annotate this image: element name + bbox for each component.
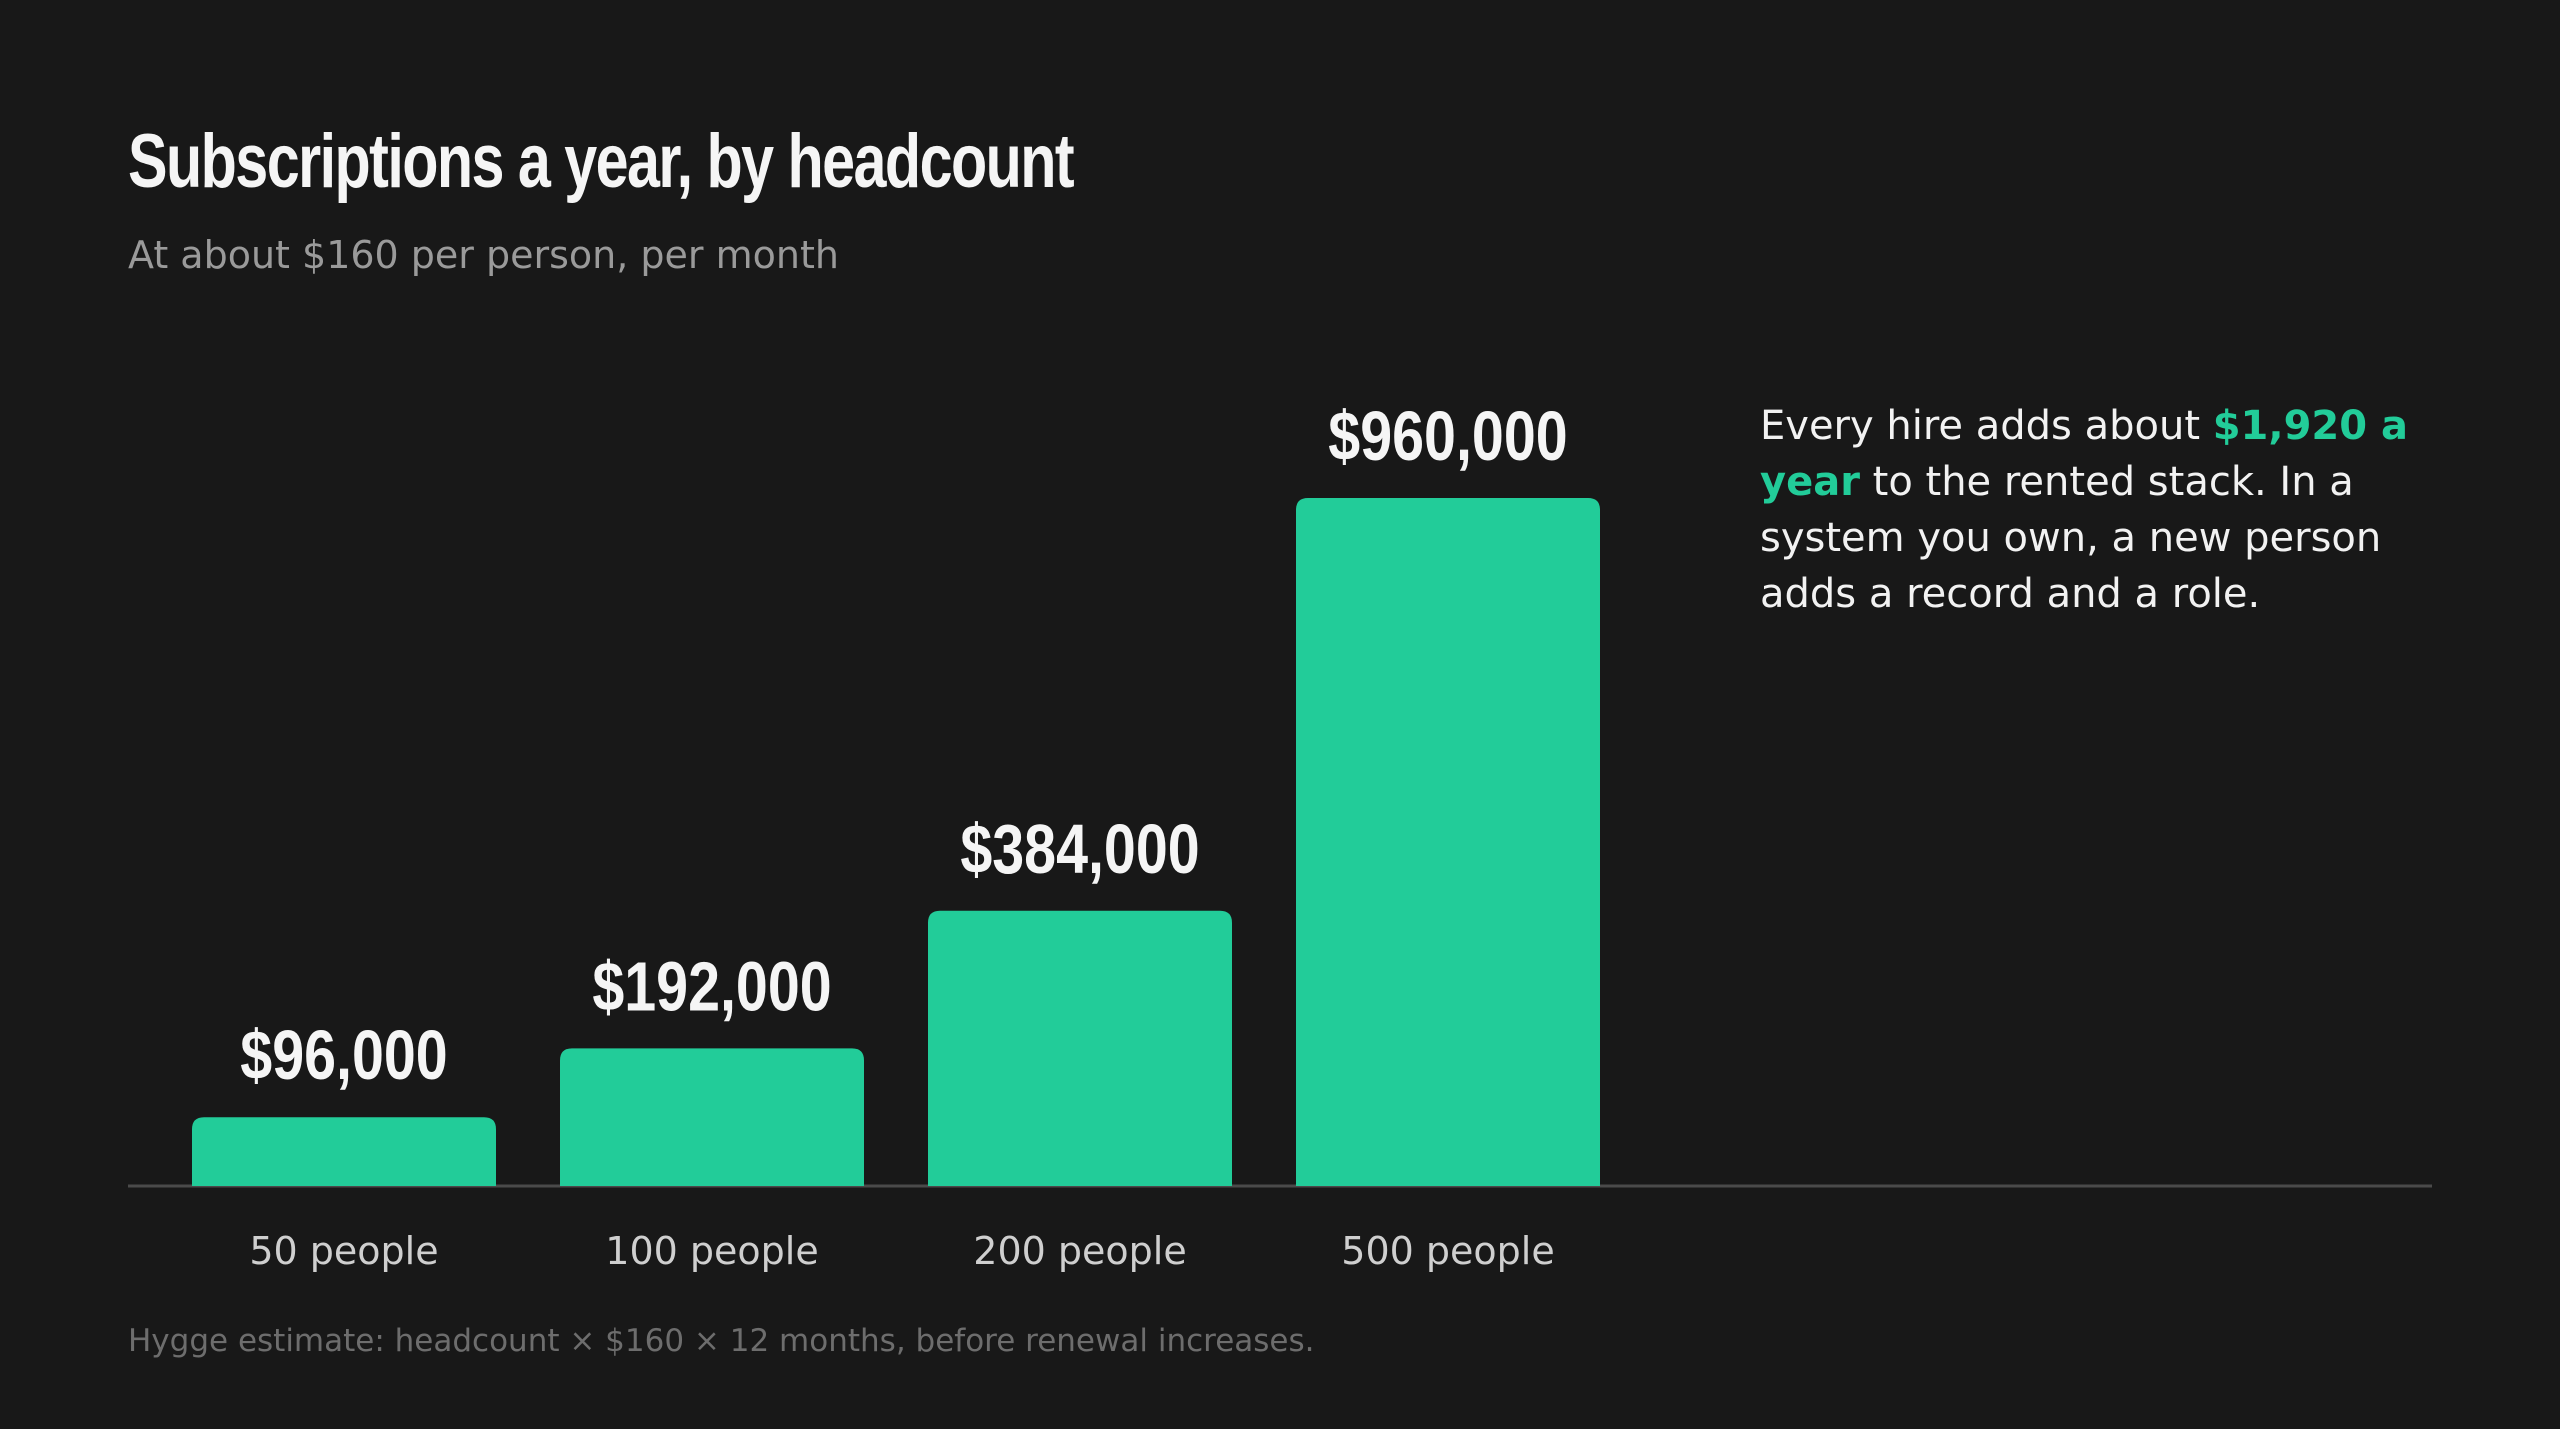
bar-value-label: $960,000 bbox=[1328, 397, 1567, 476]
x-tick-label: 50 people bbox=[249, 1229, 438, 1273]
insight-note: Every hire adds about $1,920 a year to t… bbox=[1760, 398, 2440, 622]
bar-value-label: $192,000 bbox=[592, 947, 831, 1026]
chart-subtitle: At about $160 per person, per month bbox=[128, 233, 839, 277]
note-text-before: Every hire adds about bbox=[1760, 403, 2213, 449]
bar bbox=[1296, 498, 1600, 1186]
bar bbox=[192, 1117, 496, 1186]
x-tick-label: 500 people bbox=[1341, 1229, 1554, 1273]
note-highlight: $1,920 a year bbox=[1760, 403, 2408, 505]
x-tick-label: 100 people bbox=[605, 1229, 818, 1273]
chart-title: Subscriptions a year, by headcount bbox=[128, 119, 1075, 204]
bar bbox=[928, 910, 1232, 1186]
bar bbox=[560, 1048, 864, 1186]
bar-value-label: $96,000 bbox=[240, 1016, 447, 1095]
x-tick-label: 200 people bbox=[973, 1229, 1186, 1273]
footnote: Hygge estimate: headcount × $160 × 12 mo… bbox=[128, 1323, 1315, 1359]
bar-value-label: $384,000 bbox=[960, 809, 1199, 888]
note-text-after: to the rented stack. In a system you own… bbox=[1760, 459, 2382, 617]
